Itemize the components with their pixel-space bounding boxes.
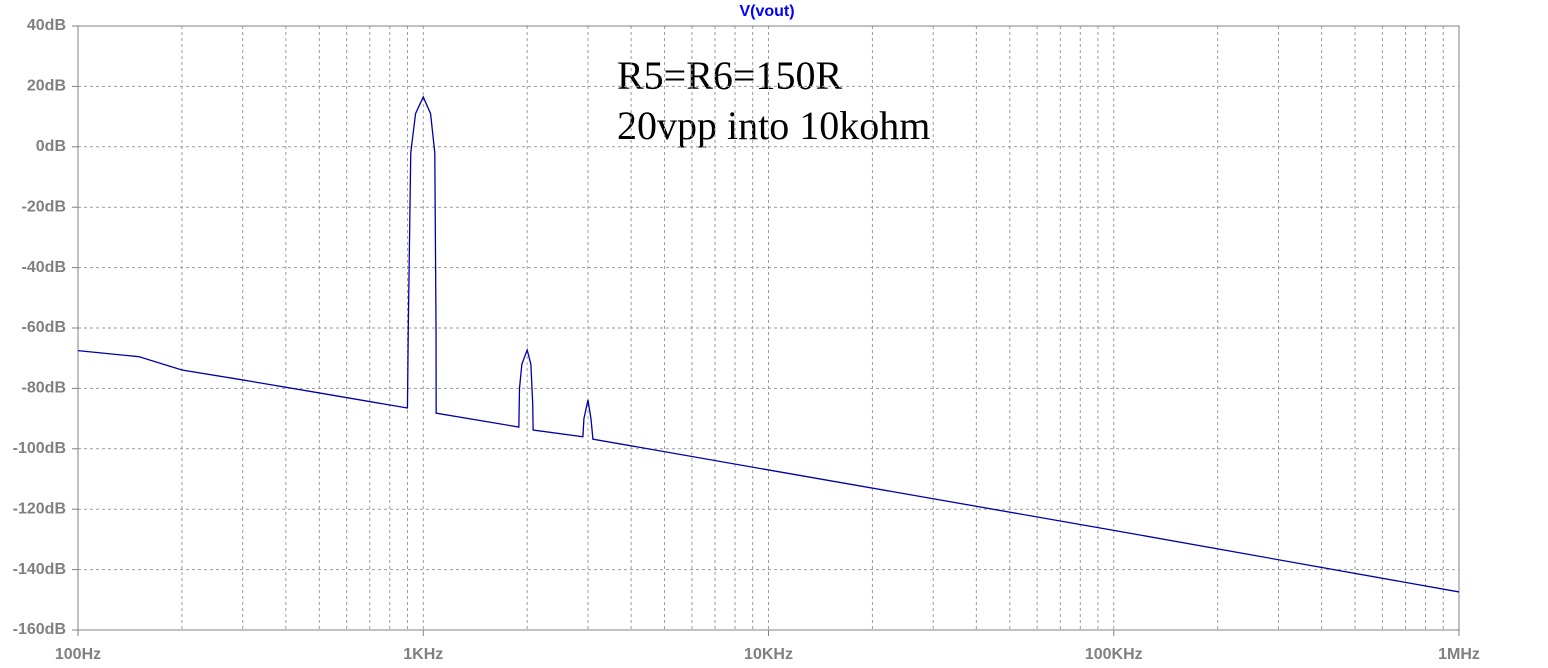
x-tick-label: 10KHz (744, 646, 793, 663)
y-tick-label: -120dB (13, 500, 66, 517)
y-tick-label: 40dB (27, 17, 66, 34)
plot-frame (77, 25, 1460, 631)
y-tick-label: -60dB (22, 319, 66, 336)
annotation: R5=R6=150R (617, 53, 842, 98)
data-line (77, 95, 1460, 593)
x-tick-label: 100Hz (55, 646, 101, 663)
x-tick-label: 100KHz (1085, 646, 1143, 663)
y-tick-label: -100dB (13, 440, 66, 457)
y-tick-label: -80dB (22, 380, 66, 397)
y-tick-label: 0dB (36, 138, 66, 155)
y-tick-label: 20dB (27, 78, 66, 95)
x-tick-label: 1MHz (1438, 646, 1480, 663)
y-tick-label: -160dB (13, 621, 66, 638)
y-tick-label: -20dB (22, 198, 66, 215)
y-tick-label: -140dB (13, 561, 66, 578)
annotation: 20vpp into 10kohm (617, 103, 930, 148)
x-tick-label: 1KHz (403, 646, 443, 663)
chart-title: V(vout) (739, 3, 794, 20)
y-tick-label: -40dB (22, 259, 66, 276)
